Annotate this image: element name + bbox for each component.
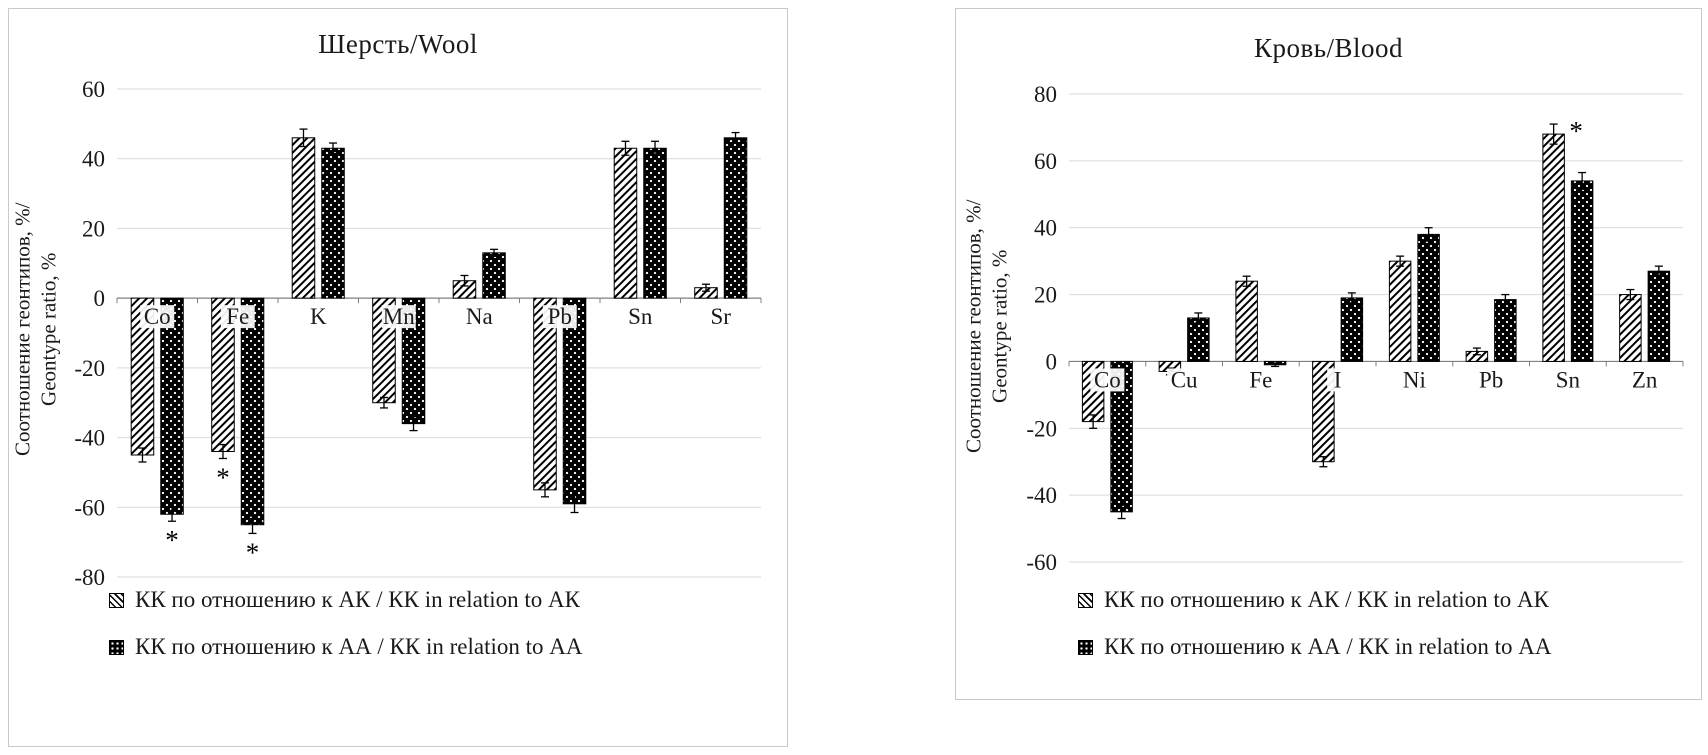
category-label-bg [307,305,329,329]
legend-item-kk-ak: КК по отношению к АК / КК in relation to… [1078,587,1551,613]
y-tick-label: 40 [1034,216,1057,241]
legend-item-kk-aa: КК по отношению к АА / КК in relation to… [109,634,582,660]
y-tick-label: 0 [1046,349,1058,374]
chart-panel-blood: Кровь/Blood Соотношение геонтипов, %/ Ge… [955,8,1702,700]
blood-bar-plot: -60 -40 -20 0 20 40 60 80 * Co Cu Fe I Ni Pb Sn Zn [1026,82,1684,575]
category-label: Co [1094,367,1121,392]
bar [1542,133,1565,362]
y-axis-title-line1: Соотношение геонтипов, %/ [10,202,35,456]
category-label-bg [220,305,255,329]
legend-wool: КК по отношению к АК / КК in relation to… [109,587,582,660]
legend-label-kk-ak: КК по отношению к АК / КК in relation to… [135,587,580,612]
bar [1570,180,1594,362]
category-label-bg [623,305,658,329]
y-tick-label: -40 [1026,483,1057,508]
y-tick-label: 20 [82,216,105,241]
category-label: Sr [711,304,732,329]
bar [1647,270,1671,362]
y-tick-label: 80 [1034,82,1057,107]
bar [321,147,345,299]
category-label-bg [1090,368,1125,392]
wool-bar-plot: -80 -60 -40 -20 0 20 40 60 * * * Co Fe K Mn Na Pb Sn Sr [74,77,762,590]
category-label-bg [381,305,416,329]
y-tick-label: -40 [74,426,105,451]
category-label: Pb [1479,367,1503,392]
category-label-bg [1167,368,1202,392]
category-label: Fe [1249,367,1272,392]
bar [1235,280,1258,362]
bar [160,297,184,515]
category-label: Cu [1171,367,1198,392]
legend-swatch-hatch-icon [109,592,124,608]
legend-swatch-dots-icon [1078,639,1093,655]
y-tick-label: 60 [1034,149,1057,174]
bar [723,137,748,299]
category-label: Fe [226,304,249,329]
bar [1494,299,1517,362]
legend-blood: КК по отношению к АК / КК in relation to… [1078,587,1551,660]
legend-item-kk-ak: КК по отношению к АК / КК in relation to… [109,587,582,613]
legend-swatch-dots-icon [109,639,124,655]
category-label: Sn [1556,367,1581,392]
bar [291,137,316,299]
y-tick-label: -60 [1026,550,1057,575]
legend-swatch-hatch-icon [1078,592,1093,608]
y-tick-label: 40 [82,147,105,172]
bar [482,252,506,299]
legend-label-kk-aa: КК по отношению к АА / КК in relation to… [135,634,583,659]
chart-title-blood: Кровь/Blood [1253,33,1404,63]
y-tick-label: -60 [74,495,105,520]
legend-label-kk-ak: КК по отношению к АК / КК in relation to… [1104,587,1549,612]
significance-star: * [165,525,179,555]
bar [613,147,638,299]
category-label: Zn [1632,367,1658,392]
category-label: K [310,304,327,329]
category-label: Co [144,304,171,329]
bar [1417,233,1440,362]
category-label: Pb [548,304,572,329]
category-label-bg [1327,368,1349,392]
chart-panel-wool: Шерсть/Wool Соотношение геонтипов, %/ Ge… [8,8,788,747]
category-label-bg [1474,368,1509,392]
bar [1388,260,1412,362]
category-label-bg [462,305,497,329]
category-label: Mn [383,304,415,329]
category-label-bg [1627,368,1662,392]
category-label-bg [1550,368,1585,392]
bar [1340,297,1364,362]
chart-title-wool: Шерсть/Wool [318,29,478,59]
y-tick-label: 20 [1034,283,1057,308]
y-axis-title-line1: Соотношение геонтипов, %/ [961,199,986,454]
category-label-bg [140,305,175,329]
y-tick-label: 60 [82,77,105,102]
category-label: Na [466,304,493,329]
category-label-bg [1397,368,1432,392]
y-tick-label: -20 [1026,416,1057,441]
significance-star: * [1569,116,1583,146]
bar [1619,294,1642,362]
legend-item-kk-aa: КК по отношению к АА / КК in relation to… [1078,634,1551,660]
bar [643,147,667,299]
significance-star: * [246,537,260,567]
category-label-bg [703,305,738,329]
category-label-bg [1243,368,1278,392]
y-tick-label: -20 [74,356,105,381]
bar [1187,317,1210,362]
bar [240,297,265,526]
significance-star: * [216,462,230,492]
category-label: Ni [1403,367,1426,392]
category-label: Sn [628,304,653,329]
y-tick-label: -80 [74,565,105,590]
legend-label-kk-aa: КК по отношению к АА / КК in relation to… [1104,634,1552,659]
category-label: I [1334,367,1342,392]
y-tick-label: 0 [94,286,106,311]
category-label-bg [542,305,577,329]
